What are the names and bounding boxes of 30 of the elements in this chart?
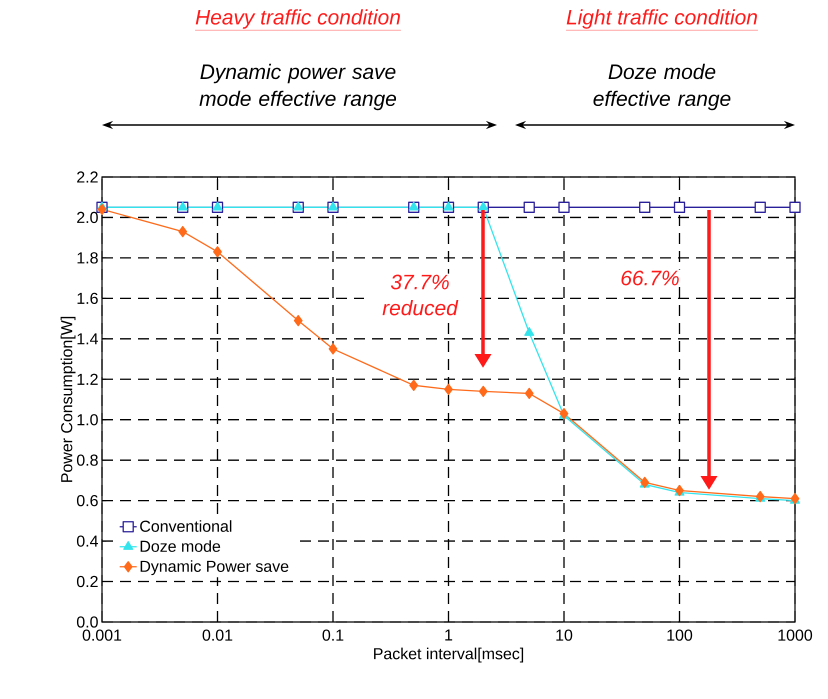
x-tick-label: 1000 [778,630,812,641]
x-tick-label: 0.001 [82,630,122,641]
x-axis-title: Packet interval[msec] [374,648,524,662]
legend-label: Dynamic Power save [140,560,288,576]
y-tick-label: 0.8 [76,454,98,466]
y-tick-label: 1.2 [78,374,98,385]
x-tick-label: 10 [556,630,572,641]
annotation: 37.7% reduced [382,274,458,316]
x-tick-label: 0.01 [202,630,232,641]
x-tick-label: 0.1 [322,630,344,641]
y-tick-label: 1.8 [78,252,98,264]
text: Heavy traffic condition [196,9,400,29]
x-tick-label: 100 [667,630,692,641]
text: Doze mode effective range [594,64,730,110]
y-tick-label: 1.0 [78,414,98,426]
x-tick-label: 1 [445,630,452,640]
legend-label: Doze mode [140,540,220,552]
y-tick-label: 0.2 [76,576,98,588]
annotation: 66.7% [622,270,679,286]
y-tick-label: 1.4 [78,333,98,344]
y-tick-label: 1.6 [78,292,98,304]
y-tick-label: 0.4 [76,535,98,547]
text: Light traffic condition [566,9,757,29]
y-tick-label: 0.0 [76,616,98,628]
text: Dynamic power save mode effective range [199,64,396,110]
y-tick-label: 0.6 [76,494,98,506]
y-axis-title: Power Consumption[W] [60,316,76,482]
legend-label: Conventional [140,520,232,532]
y-tick-label: 2.0 [77,212,98,224]
y-tick-label: 2.2 [77,171,98,183]
